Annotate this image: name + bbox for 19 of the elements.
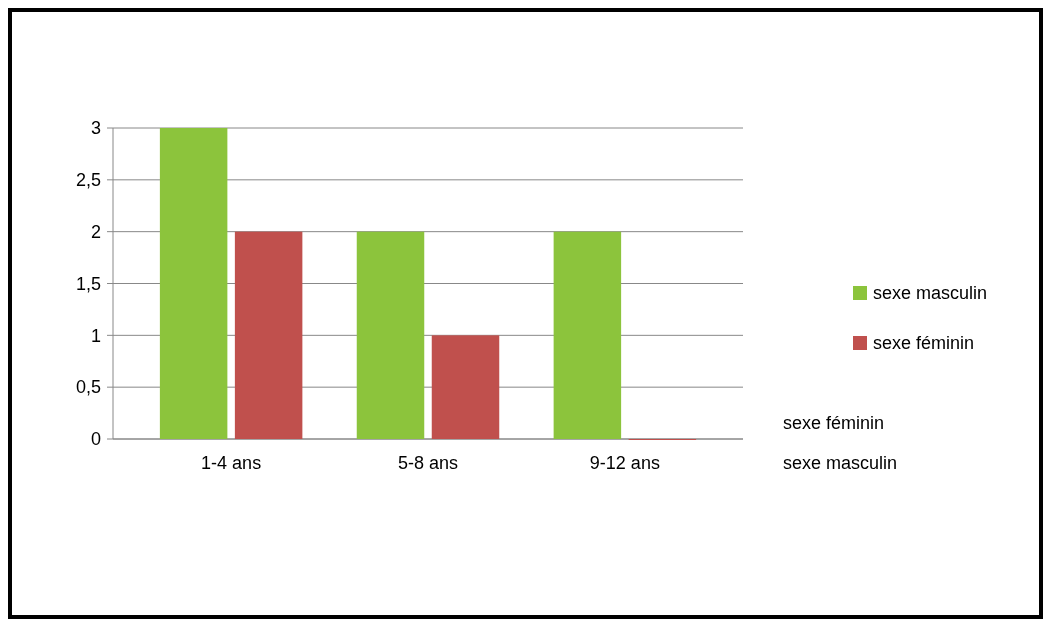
text: sexe féminin <box>783 413 885 433</box>
bar <box>234 231 303 439</box>
bar <box>553 231 622 439</box>
y-tick-label: 3 <box>90 118 101 139</box>
bar <box>431 335 500 439</box>
bar <box>356 231 425 439</box>
x-tick-label: 9-12 ans <box>589 453 660 473</box>
legend-label: sexe féminin <box>873 333 975 354</box>
y-tick-label: 0,5 <box>75 377 101 398</box>
y-tick-label: 2 <box>90 221 101 242</box>
x-tick-label: 1-4 ans <box>201 453 262 473</box>
x-tick-label: 5-8 ans <box>397 453 459 473</box>
legend-label: sexe masculin <box>873 283 988 304</box>
y-tick-label: 2,5 <box>75 170 101 191</box>
y-tick-label: 1,5 <box>75 273 101 294</box>
bar <box>159 128 228 439</box>
y-tick-label: 0 <box>90 429 101 450</box>
y-tick-label: 1 <box>90 325 101 346</box>
text: sexe masculin <box>783 453 898 473</box>
